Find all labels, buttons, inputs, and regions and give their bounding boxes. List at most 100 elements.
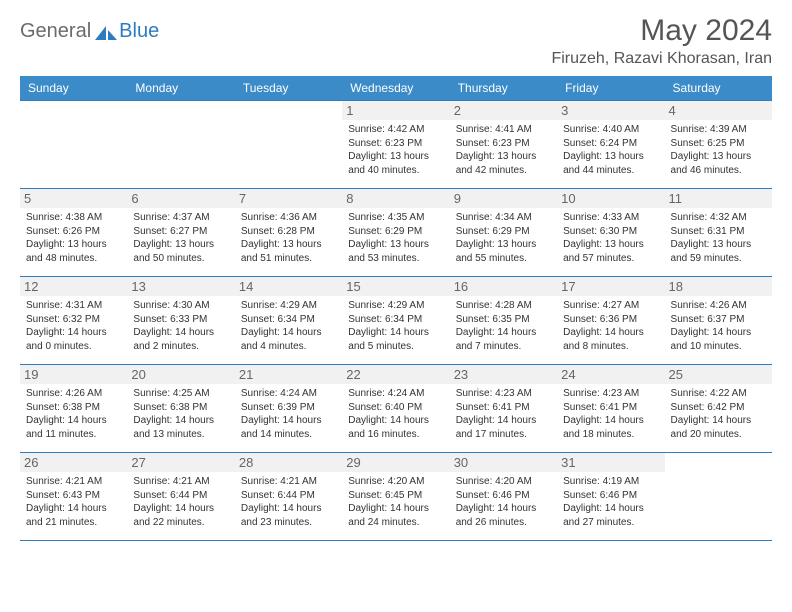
day-number: 8: [342, 189, 449, 208]
calendar-cell: [235, 101, 342, 189]
daylight-line: Daylight: 14 hours and 10 minutes.: [671, 326, 766, 353]
calendar-cell: 18Sunrise: 4:26 AMSunset: 6:37 PMDayligh…: [665, 277, 772, 365]
day-number: 19: [20, 365, 127, 384]
sunrise-line: Sunrise: 4:28 AM: [456, 299, 551, 313]
calendar-cell: 30Sunrise: 4:20 AMSunset: 6:46 PMDayligh…: [450, 453, 557, 541]
logo-sail-icon: [95, 24, 117, 40]
sunset-line: Sunset: 6:24 PM: [563, 137, 658, 151]
daylight-line: Daylight: 13 hours and 42 minutes.: [456, 150, 551, 177]
daylight-line: Daylight: 14 hours and 26 minutes.: [456, 502, 551, 529]
sunset-line: Sunset: 6:39 PM: [241, 401, 336, 415]
daylight-line: Daylight: 14 hours and 22 minutes.: [133, 502, 228, 529]
calendar-cell: 31Sunrise: 4:19 AMSunset: 6:46 PMDayligh…: [557, 453, 664, 541]
calendar-cell: 19Sunrise: 4:26 AMSunset: 6:38 PMDayligh…: [20, 365, 127, 453]
sunrise-line: Sunrise: 4:21 AM: [133, 475, 228, 489]
sunset-line: Sunset: 6:35 PM: [456, 313, 551, 327]
calendar-cell: 2Sunrise: 4:41 AMSunset: 6:23 PMDaylight…: [450, 101, 557, 189]
calendar-body: 1Sunrise: 4:42 AMSunset: 6:23 PMDaylight…: [20, 101, 772, 541]
sunrise-line: Sunrise: 4:26 AM: [671, 299, 766, 313]
day-number: 14: [235, 277, 342, 296]
sunset-line: Sunset: 6:23 PM: [456, 137, 551, 151]
daylight-line: Daylight: 14 hours and 18 minutes.: [563, 414, 658, 441]
sunset-line: Sunset: 6:46 PM: [563, 489, 658, 503]
sunrise-line: Sunrise: 4:23 AM: [563, 387, 658, 401]
day-details: Sunrise: 4:35 AMSunset: 6:29 PMDaylight:…: [348, 211, 443, 265]
sunset-line: Sunset: 6:38 PM: [133, 401, 228, 415]
day-details: Sunrise: 4:34 AMSunset: 6:29 PMDaylight:…: [456, 211, 551, 265]
col-sunday: Sunday: [20, 76, 127, 101]
daylight-line: Daylight: 13 hours and 44 minutes.: [563, 150, 658, 177]
daylight-line: Daylight: 14 hours and 24 minutes.: [348, 502, 443, 529]
day-number: 5: [20, 189, 127, 208]
sunset-line: Sunset: 6:31 PM: [671, 225, 766, 239]
day-details: Sunrise: 4:23 AMSunset: 6:41 PMDaylight:…: [563, 387, 658, 441]
daylight-line: Daylight: 13 hours and 51 minutes.: [241, 238, 336, 265]
daylight-line: Daylight: 14 hours and 8 minutes.: [563, 326, 658, 353]
day-details: Sunrise: 4:32 AMSunset: 6:31 PMDaylight:…: [671, 211, 766, 265]
day-number: 29: [342, 453, 449, 472]
sunrise-line: Sunrise: 4:37 AM: [133, 211, 228, 225]
sunset-line: Sunset: 6:44 PM: [133, 489, 228, 503]
day-details: Sunrise: 4:22 AMSunset: 6:42 PMDaylight:…: [671, 387, 766, 441]
sunset-line: Sunset: 6:43 PM: [26, 489, 121, 503]
sunrise-line: Sunrise: 4:29 AM: [241, 299, 336, 313]
calendar-cell: 8 Sunrise: 4:35 AMSunset: 6:29 PMDaylight…: [342, 189, 449, 277]
col-thursday: Thursday: [450, 76, 557, 101]
day-details: Sunrise: 4:28 AMSunset: 6:35 PMDaylight:…: [456, 299, 551, 353]
daylight-line: Daylight: 14 hours and 27 minutes.: [563, 502, 658, 529]
daylight-line: Daylight: 13 hours and 46 minutes.: [671, 150, 766, 177]
daylight-line: Daylight: 14 hours and 20 minutes.: [671, 414, 766, 441]
sunset-line: Sunset: 6:26 PM: [26, 225, 121, 239]
daylight-line: Daylight: 14 hours and 11 minutes.: [26, 414, 121, 441]
day-details: Sunrise: 4:36 AMSunset: 6:28 PMDaylight:…: [241, 211, 336, 265]
sunset-line: Sunset: 6:28 PM: [241, 225, 336, 239]
daylight-line: Daylight: 14 hours and 14 minutes.: [241, 414, 336, 441]
calendar-cell: 12Sunrise: 4:31 AMSunset: 6:32 PMDayligh…: [20, 277, 127, 365]
calendar-cell: 3Sunrise: 4:40 AMSunset: 6:24 PMDaylight…: [557, 101, 664, 189]
col-wednesday: Wednesday: [342, 76, 449, 101]
day-number: 26: [20, 453, 127, 472]
daylight-line: Daylight: 14 hours and 23 minutes.: [241, 502, 336, 529]
day-details: Sunrise: 4:21 AMSunset: 6:43 PMDaylight:…: [26, 475, 121, 529]
calendar-cell: 16Sunrise: 4:28 AMSunset: 6:35 PMDayligh…: [450, 277, 557, 365]
daylight-line: Daylight: 13 hours and 55 minutes.: [456, 238, 551, 265]
day-number: 31: [557, 453, 664, 472]
day-details: Sunrise: 4:23 AMSunset: 6:41 PMDaylight:…: [456, 387, 551, 441]
sunrise-line: Sunrise: 4:20 AM: [456, 475, 551, 489]
day-number: 24: [557, 365, 664, 384]
sunrise-line: Sunrise: 4:32 AM: [671, 211, 766, 225]
calendar-cell: 1Sunrise: 4:42 AMSunset: 6:23 PMDaylight…: [342, 101, 449, 189]
day-number: 2: [450, 101, 557, 120]
sunset-line: Sunset: 6:23 PM: [348, 137, 443, 151]
day-details: Sunrise: 4:24 AMSunset: 6:40 PMDaylight:…: [348, 387, 443, 441]
sunset-line: Sunset: 6:29 PM: [456, 225, 551, 239]
daylight-line: Daylight: 14 hours and 4 minutes.: [241, 326, 336, 353]
calendar-row: 19Sunrise: 4:26 AMSunset: 6:38 PMDayligh…: [20, 365, 772, 453]
title-block: May 2024 Firuzeh, Razavi Khorasan, Iran: [551, 14, 772, 68]
sunset-line: Sunset: 6:41 PM: [563, 401, 658, 415]
sunrise-line: Sunrise: 4:25 AM: [133, 387, 228, 401]
calendar-cell: 21Sunrise: 4:24 AMSunset: 6:39 PMDayligh…: [235, 365, 342, 453]
calendar-cell: [20, 101, 127, 189]
daylight-line: Daylight: 13 hours and 40 minutes.: [348, 150, 443, 177]
sunset-line: Sunset: 6:41 PM: [456, 401, 551, 415]
sunset-line: Sunset: 6:37 PM: [671, 313, 766, 327]
day-details: Sunrise: 4:27 AMSunset: 6:36 PMDaylight:…: [563, 299, 658, 353]
sunrise-line: Sunrise: 4:24 AM: [348, 387, 443, 401]
calendar-cell: 29Sunrise: 4:20 AMSunset: 6:45 PMDayligh…: [342, 453, 449, 541]
location-text: Firuzeh, Razavi Khorasan, Iran: [551, 50, 772, 68]
day-number: 15: [342, 277, 449, 296]
daylight-line: Daylight: 13 hours and 59 minutes.: [671, 238, 766, 265]
daylight-line: Daylight: 14 hours and 13 minutes.: [133, 414, 228, 441]
sunrise-line: Sunrise: 4:20 AM: [348, 475, 443, 489]
logo: General Blue: [20, 20, 159, 43]
day-number: 25: [665, 365, 772, 384]
day-number: 28: [235, 453, 342, 472]
sunrise-line: Sunrise: 4:40 AM: [563, 123, 658, 137]
calendar-table: Sunday Monday Tuesday Wednesday Thursday…: [20, 76, 772, 541]
daylight-line: Daylight: 13 hours and 48 minutes.: [26, 238, 121, 265]
sunrise-line: Sunrise: 4:36 AM: [241, 211, 336, 225]
day-details: Sunrise: 4:31 AMSunset: 6:32 PMDaylight:…: [26, 299, 121, 353]
day-details: Sunrise: 4:42 AMSunset: 6:23 PMDaylight:…: [348, 123, 443, 177]
calendar-row: 1Sunrise: 4:42 AMSunset: 6:23 PMDaylight…: [20, 101, 772, 189]
